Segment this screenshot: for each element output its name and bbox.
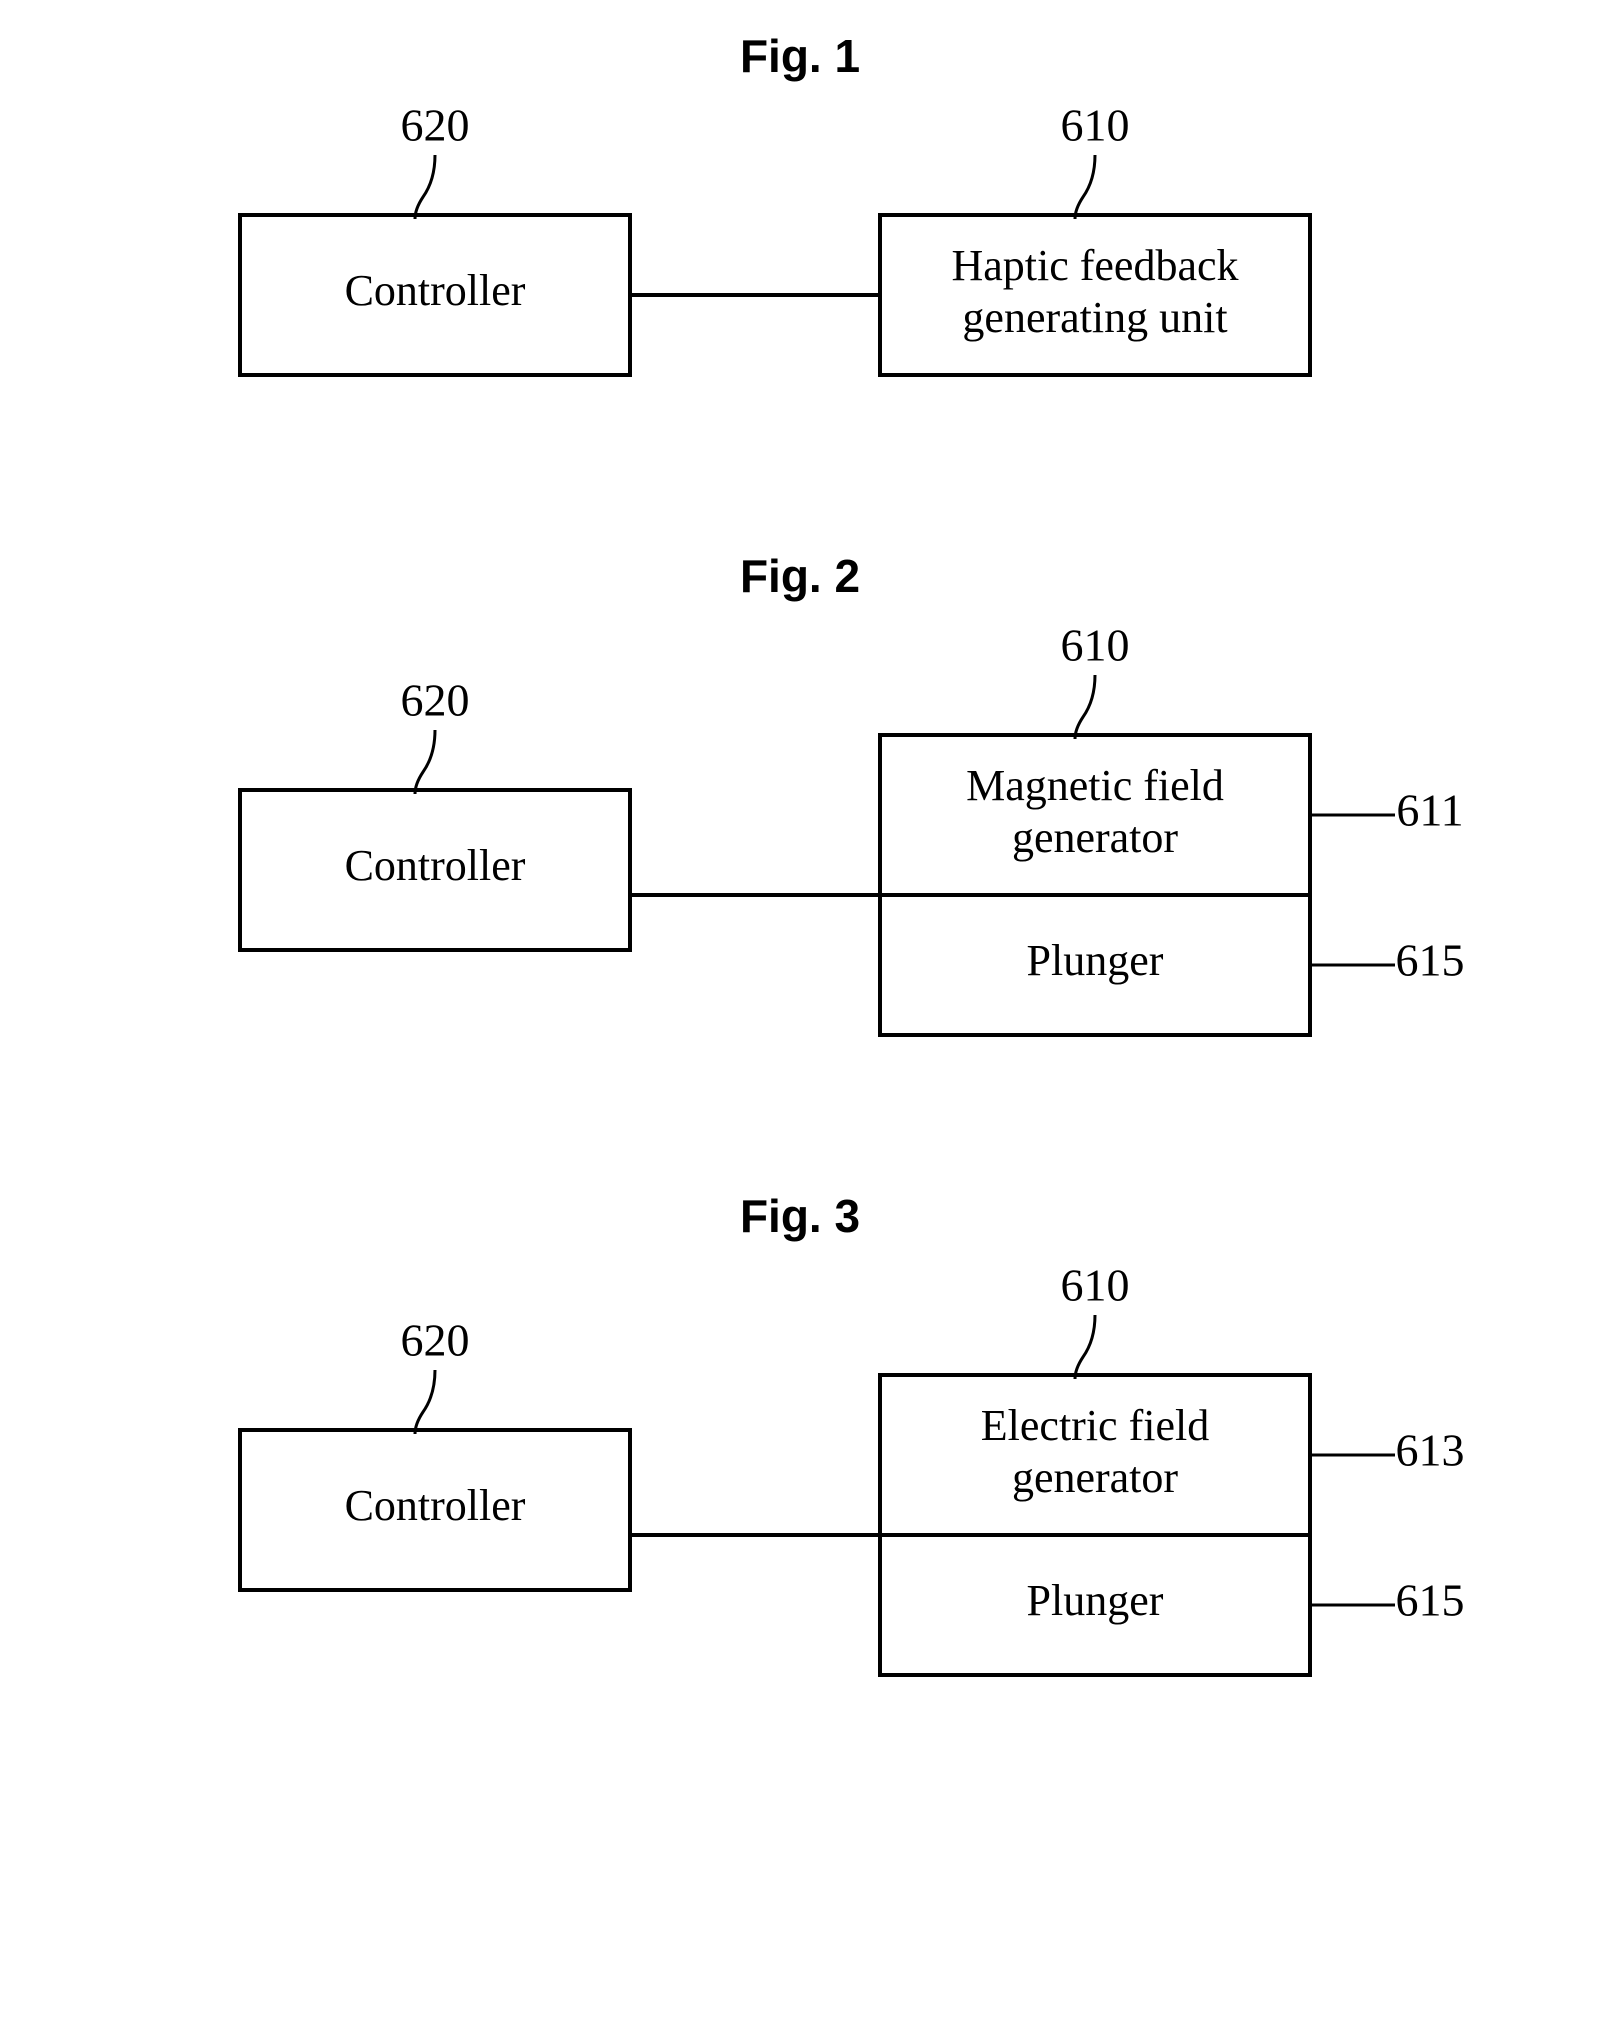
f1-haptic: Haptic feedbackgenerating unit <box>880 215 1310 375</box>
f3-controller: Controller <box>240 1430 630 1590</box>
f2-plunger: Plunger <box>880 895 1310 1035</box>
f3-elec: Electric fieldgenerator <box>880 1375 1310 1535</box>
f2-mag: Magnetic fieldgenerator <box>880 735 1310 895</box>
figure-1: Fig. 1 Controller Haptic feedbackgeneratin… <box>240 30 1310 375</box>
reference-numeral: 610 <box>1061 100 1130 151</box>
f3-plunger: Plunger <box>880 1535 1310 1675</box>
leader-line <box>1075 675 1095 739</box>
reference-numeral: 620 <box>401 675 470 726</box>
block-label: generator <box>1012 813 1178 862</box>
figure-3: Fig. 3 Controller Electric fieldgenerator P… <box>240 1190 1465 1675</box>
reference-numeral: 615 <box>1396 935 1465 986</box>
leader-line <box>1075 155 1095 219</box>
block-label: generator <box>1012 1453 1178 1502</box>
leader-line <box>415 730 435 794</box>
f1-controller: Controller <box>240 215 630 375</box>
f2-controller: Controller <box>240 790 630 950</box>
reference-numeral: 620 <box>401 1315 470 1366</box>
leader-line <box>1075 1315 1095 1379</box>
block-label: Electric field <box>981 1401 1209 1450</box>
figure-title: Fig. 3 <box>740 1190 860 1242</box>
reference-numeral: 611 <box>1396 785 1463 836</box>
block-label: generating unit <box>962 293 1227 342</box>
reference-numeral: 610 <box>1061 620 1130 671</box>
block-label: Controller <box>345 1481 526 1530</box>
diagram-canvas: Fig. 1 Controller Haptic feedbackgeneratin… <box>0 0 1605 2021</box>
block-label: Controller <box>345 841 526 890</box>
reference-numeral: 615 <box>1396 1575 1465 1626</box>
block-label: Magnetic field <box>966 761 1224 810</box>
block-label: Controller <box>345 266 526 315</box>
block-label: Plunger <box>1027 936 1164 985</box>
figure-title: Fig. 1 <box>740 30 860 82</box>
figure-title: Fig. 2 <box>740 550 860 602</box>
leader-line <box>415 1370 435 1434</box>
reference-numeral: 620 <box>401 100 470 151</box>
reference-numeral: 613 <box>1396 1425 1465 1476</box>
figure-2: Fig. 2 Controller Magnetic fieldgenerator P… <box>240 550 1465 1035</box>
block-label: Plunger <box>1027 1576 1164 1625</box>
leader-line <box>415 155 435 219</box>
reference-numeral: 610 <box>1061 1260 1130 1311</box>
block-label: Haptic feedback <box>951 241 1238 290</box>
